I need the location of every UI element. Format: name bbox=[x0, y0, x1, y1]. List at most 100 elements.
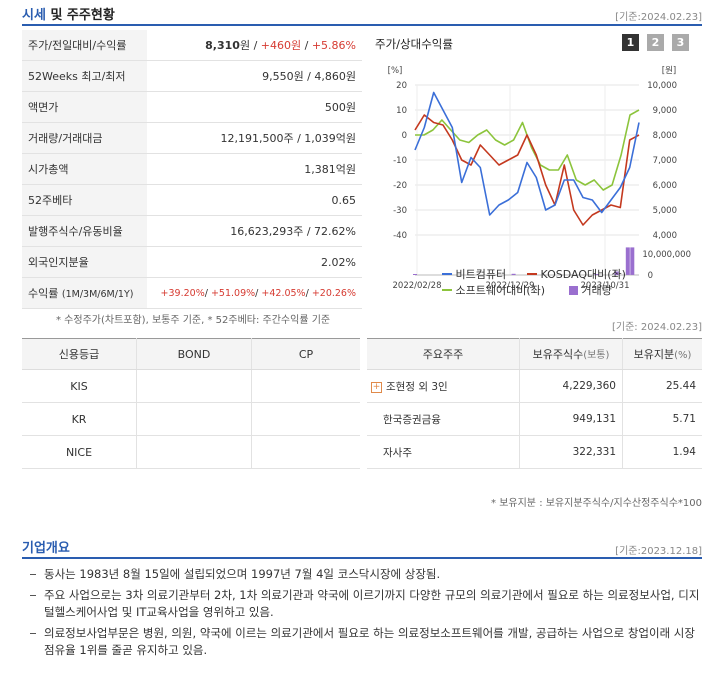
market-basis-date: [기준:2024.02.23] bbox=[615, 12, 702, 23]
relative-return-chart: [%] [원] 20 10 0 -10 -20 -30 -40 10,000 9,000 8,000 7… bbox=[388, 66, 691, 290]
cp-rating bbox=[251, 435, 360, 469]
left-tick-label: 10 bbox=[396, 106, 407, 116]
row-label: 액면가 bbox=[22, 91, 147, 123]
price-footnote: * 수정주가(차트포함), 보통주 기준, * 52주베타: 주간수익률 기준 bbox=[56, 315, 331, 326]
col-header-pct-label: 보유지분 bbox=[633, 348, 675, 361]
row-value: 0.65 bbox=[147, 184, 362, 216]
returns-label: 수익률 bbox=[28, 287, 59, 300]
chart-tab-3[interactable]: 3 bbox=[672, 34, 689, 51]
bond-rating bbox=[136, 369, 252, 403]
volume-bar bbox=[630, 247, 635, 275]
legend-swatch-price bbox=[442, 273, 452, 275]
holder-pct: 5.71 bbox=[622, 402, 702, 436]
holder-name: 자사주 bbox=[367, 435, 520, 469]
col-header-shares-label: 보유주식수 bbox=[532, 348, 584, 361]
col-header-pct: 보유지분(%) bbox=[622, 338, 702, 370]
volume-bar bbox=[511, 273, 516, 275]
list-item: 의료정보사업부문은 병원, 의원, 약국에 이르는 의료기관에서 필요로 하는 … bbox=[30, 625, 702, 659]
return-6m: +42.05% bbox=[261, 287, 306, 299]
expand-plus-icon[interactable]: + bbox=[371, 381, 382, 393]
overview-list: 동사는 1983년 8월 15일에 설립되었으며 1997년 7월 4일 코스닥… bbox=[30, 566, 702, 663]
row-label: 수익률 (1M/3M/6M/1Y) bbox=[22, 277, 147, 309]
row-value: 500원 bbox=[147, 91, 362, 123]
volume-bar bbox=[413, 274, 417, 275]
table-header-row: 주요주주 보유주식수(보통) 보유지분(%) bbox=[367, 338, 702, 370]
cp-rating bbox=[251, 402, 360, 436]
table-row: KR bbox=[22, 402, 360, 436]
col-header-shares: 보유주식수(보통) bbox=[519, 338, 623, 370]
left-tick-label: -30 bbox=[393, 206, 407, 216]
holder-shares: 4,229,360 bbox=[519, 369, 623, 403]
legend-item-software: 소프트웨어대비(좌) bbox=[442, 282, 545, 298]
row-label: 거래량/거래대금 bbox=[22, 122, 147, 154]
bond-rating bbox=[136, 435, 252, 469]
agency-name: KR bbox=[22, 402, 137, 436]
return-1y: +20.26% bbox=[311, 287, 356, 299]
col-header-rating: 신용등급 bbox=[22, 338, 137, 370]
agency-name: NICE bbox=[22, 435, 137, 469]
section-title-a: 시세 bbox=[22, 8, 46, 23]
shareholder-table: 주요주주 보유주식수(보통) 보유지분(%) + 조현정 외 3인 4,229,3… bbox=[367, 338, 702, 469]
table-row: 52주베타 0.65 bbox=[22, 184, 362, 216]
row-label: 발행주식수/유동비율 bbox=[22, 215, 147, 247]
volume-bar bbox=[614, 271, 619, 275]
holder-shares: 949,131 bbox=[519, 402, 623, 436]
left-tick-label: 20 bbox=[396, 81, 407, 91]
row-value: 12,191,500주 / 1,039억원 bbox=[147, 122, 362, 154]
holders-basis-date: [기준: 2024.02.23] bbox=[611, 322, 702, 333]
returns-values: +39.20%/ +51.09%/ +42.05%/ +20.26% bbox=[147, 277, 362, 309]
price-change: +460원 bbox=[260, 39, 302, 52]
legend-item-volume: 거래량 bbox=[569, 282, 612, 298]
price-value: 8,310원 / +460원 / +5.86% bbox=[147, 30, 362, 61]
chart-tab-1[interactable]: 1 bbox=[622, 34, 639, 51]
x-tick-label: 2022/02/28 bbox=[393, 281, 442, 290]
section-header-overview: 기업개요 bbox=[22, 537, 702, 559]
row-label: 52Weeks 최고/최저 bbox=[22, 60, 147, 92]
legend-label-price: 비트컴퓨터 bbox=[455, 268, 507, 281]
holder-pct: 1.94 bbox=[622, 435, 702, 469]
right-tick-label: 6,000 bbox=[653, 181, 677, 191]
col-header-holder: 주요주주 bbox=[367, 338, 520, 370]
holder-name: 한국증권금융 bbox=[367, 402, 520, 436]
table-row: NICE bbox=[22, 435, 360, 469]
series-line-price bbox=[414, 91, 640, 216]
col-header-cp: CP bbox=[251, 338, 360, 370]
section-header-market: 시세 및 주주현황 bbox=[22, 4, 702, 26]
volume-bar bbox=[625, 247, 630, 275]
table-row: 액면가 500원 bbox=[22, 91, 362, 123]
row-label: 52주베타 bbox=[22, 184, 147, 216]
table-row: + 조현정 외 3인 4,229,360 25.44 bbox=[367, 369, 702, 403]
legend-item-kosdaq: KOSDAQ대비(좌) bbox=[527, 266, 626, 282]
list-item: 주요 사업으로는 3차 의료기관부터 2차, 1차 의료기관과 약국에 이르기까… bbox=[30, 587, 702, 621]
left-tick-label: 0 bbox=[402, 131, 407, 141]
row-label: 외국인지분율 bbox=[22, 246, 147, 278]
section-title: 시세 및 주주현황 bbox=[22, 4, 115, 23]
holder-name-text: 조현정 외 3인 bbox=[386, 380, 448, 393]
return-1m: +39.20% bbox=[160, 287, 205, 299]
chart-title: 주가/상대수익률 bbox=[375, 37, 453, 51]
section-title-b: 및 주주현황 bbox=[45, 8, 115, 23]
right-tick-label: 7,000 bbox=[653, 156, 677, 166]
overview-basis-date: [기준:2023.12.18] bbox=[615, 546, 702, 557]
chart-tab-2[interactable]: 2 bbox=[647, 34, 664, 51]
legend-swatch-kosdaq bbox=[527, 273, 537, 275]
row-value: 16,623,293주 / 72.62% bbox=[147, 215, 362, 247]
cp-rating bbox=[251, 369, 360, 403]
left-axis-unit: [%] bbox=[388, 66, 403, 76]
volume-tick-label: 10,000,000 bbox=[642, 250, 691, 260]
overview-title: 기업개요 bbox=[22, 541, 70, 556]
left-tick-label: -40 bbox=[393, 231, 407, 241]
col-header-bond: BOND bbox=[136, 338, 252, 370]
agency-name: KIS bbox=[22, 369, 137, 403]
legend-item-price: 비트컴퓨터 bbox=[442, 266, 506, 282]
holder-pct: 25.44 bbox=[622, 369, 702, 403]
legend-label-kosdaq: KOSDAQ대비(좌) bbox=[540, 268, 626, 281]
x-tick-label: 2023/10/31 bbox=[581, 281, 630, 290]
table-row: KIS bbox=[22, 369, 360, 403]
row-value: 1,381억원 bbox=[147, 153, 362, 185]
price-rate: +5.86% bbox=[311, 39, 356, 52]
credit-rating-table: 신용등급 BOND CP KIS KR NICE bbox=[22, 338, 360, 469]
legend-label-software: 소프트웨어대비(좌) bbox=[455, 284, 546, 297]
table-row: 시가총액 1,381억원 bbox=[22, 153, 362, 185]
table-row: 수익률 (1M/3M/6M/1Y) +39.20%/ +51.09%/ +42.… bbox=[22, 277, 362, 309]
